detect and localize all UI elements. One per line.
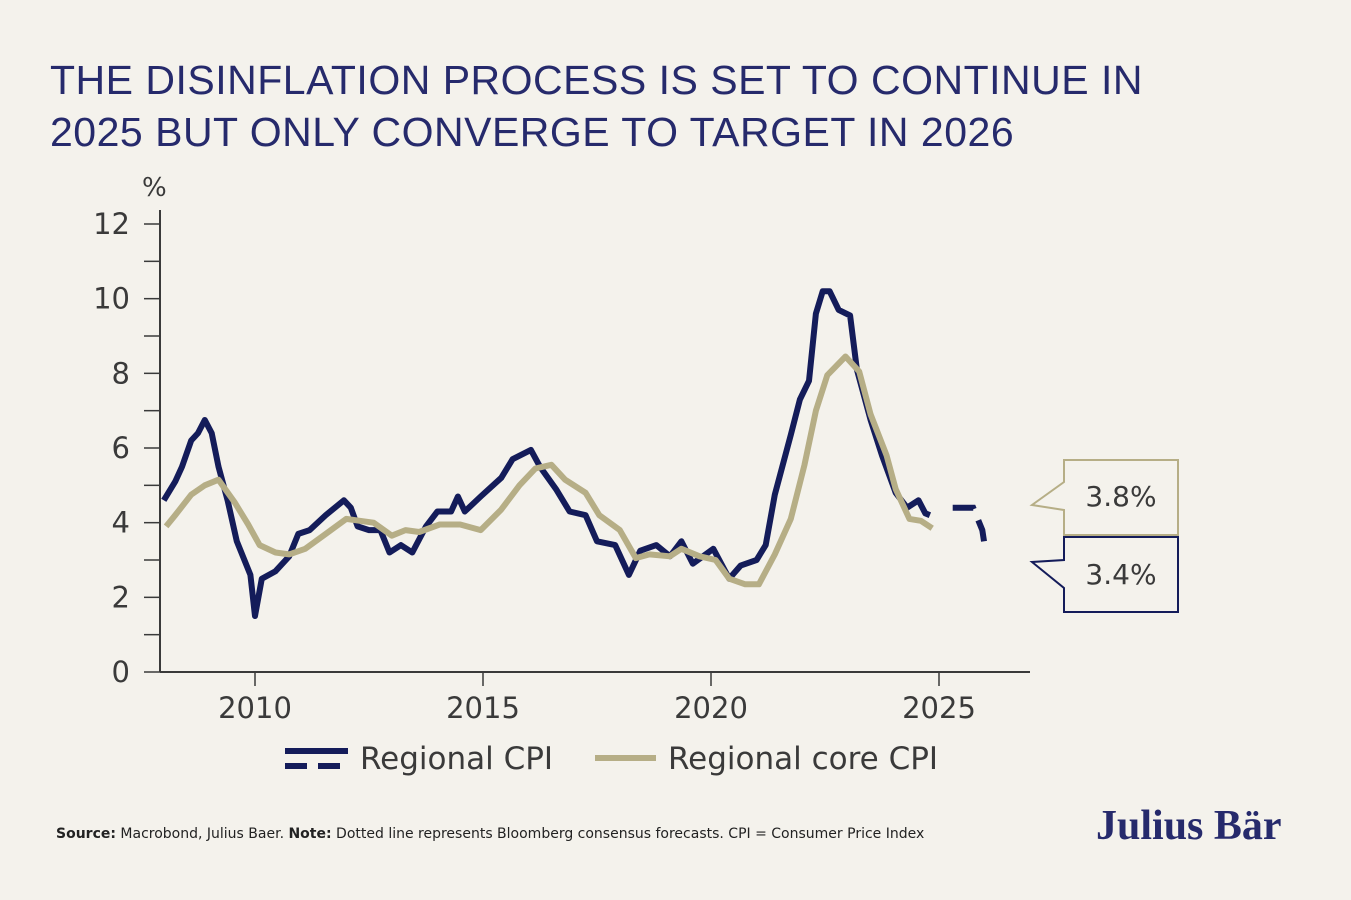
chart-title: THE DISINFLATION PROCESS IS SET TO CONTI… <box>50 54 1143 158</box>
note-text: Dotted line represents Bloomberg consens… <box>331 826 925 842</box>
legend-label-core-cpi: Regional core CPI <box>668 741 938 777</box>
julius-baer-logo: Julius Bär <box>1096 803 1282 849</box>
y-tick-label: 2 <box>112 580 130 614</box>
x-tick-label: 2025 <box>902 691 976 725</box>
callout-core-cpi: 3.8% <box>1029 459 1179 536</box>
source-label: Source: <box>56 826 116 842</box>
y-tick-label: 8 <box>112 356 130 390</box>
y-axis-label: % <box>142 173 167 203</box>
callout-cpi: 3.4% <box>1029 536 1179 613</box>
legend-item-core-cpi: Regional core CPI <box>595 741 938 777</box>
series-line-regional-core-cpi <box>163 353 934 588</box>
legend-label-cpi: Regional CPI <box>360 741 553 777</box>
y-tick-label: 12 <box>93 207 130 241</box>
callout-core-box <box>1029 459 1179 536</box>
x-tick-label: 2020 <box>674 691 748 725</box>
legend: Regional CPI Regional core CPI <box>285 741 938 777</box>
chart-title-line-2: 2025 BUT ONLY CONVERGE TO TARGET IN 2026 <box>50 109 1015 155</box>
series-lines <box>161 288 988 619</box>
y-tick-label: 6 <box>112 431 130 465</box>
y-tick-label: 4 <box>112 506 130 540</box>
callout-cpi-box <box>1029 536 1179 613</box>
x-tick-label: 2010 <box>218 691 292 725</box>
y-tick-label: 0 <box>112 655 130 689</box>
legend-item-cpi: Regional CPI <box>285 741 553 777</box>
footer-note: Source: Macrobond, Julius Baer. Note: Do… <box>56 826 924 842</box>
series-line-regional-cpi-forecast <box>952 504 988 546</box>
axes: 0 2 4 6 8 10 12 2010 2015 2020 2025 <box>93 207 1030 725</box>
chart-title-line-1: THE DISINFLATION PROCESS IS SET TO CONTI… <box>50 57 1143 103</box>
series-line-regional-cpi <box>161 288 932 619</box>
note-label: Note: <box>288 826 332 842</box>
source-text: Macrobond, Julius Baer. <box>115 826 289 842</box>
x-tick-label: 2015 <box>446 691 520 725</box>
cpi-end-label: 3.4% <box>1085 558 1156 591</box>
core-cpi-end-label: 3.8% <box>1085 480 1156 513</box>
y-tick-label: 10 <box>93 282 130 316</box>
